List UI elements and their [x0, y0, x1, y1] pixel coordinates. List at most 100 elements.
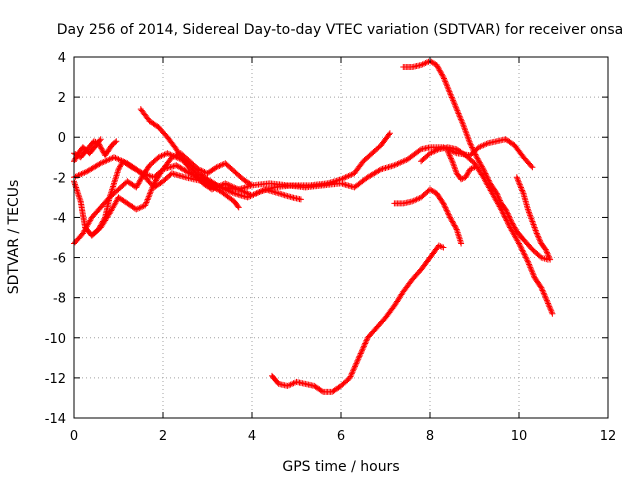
- data-point: [226, 182, 233, 189]
- data-point: [528, 163, 535, 170]
- y-tick-label: -8: [53, 292, 66, 307]
- data-point: [247, 181, 254, 188]
- y-tick-label: -14: [45, 412, 66, 427]
- data-point: [521, 251, 528, 258]
- data-point: [361, 341, 368, 348]
- data-point: [440, 200, 447, 207]
- data-point: [500, 212, 507, 218]
- series-track-11: [513, 174, 554, 263]
- data-point: [355, 354, 362, 361]
- data-point: [479, 165, 486, 171]
- data-point: [358, 349, 365, 356]
- data-point: [527, 265, 534, 272]
- data-points: [71, 58, 556, 395]
- data-point: [469, 144, 476, 151]
- data-point: [543, 248, 550, 254]
- data-point: [540, 290, 547, 297]
- data-point: [543, 297, 550, 304]
- data-point: [481, 167, 488, 174]
- data-point: [537, 237, 543, 244]
- data-point: [445, 210, 451, 217]
- data-point: [447, 91, 454, 98]
- data-point: [453, 104, 460, 111]
- data-point: [546, 304, 553, 311]
- data-point: [318, 388, 325, 395]
- data-point: [535, 233, 542, 240]
- data-point: [445, 87, 452, 94]
- data-point: [517, 243, 524, 250]
- data-point: [148, 186, 155, 193]
- data-point: [480, 166, 487, 173]
- data-point: [499, 209, 506, 216]
- data-point: [376, 167, 383, 174]
- data-point: [216, 183, 223, 189]
- data-point: [363, 337, 370, 344]
- data-point: [144, 196, 151, 203]
- y-tick-label: -4: [53, 211, 66, 226]
- data-point: [545, 302, 552, 308]
- data-point: [350, 366, 357, 373]
- data-point: [524, 258, 531, 265]
- data-point: [348, 372, 355, 378]
- x-tick-label: 8: [426, 429, 434, 444]
- data-point: [469, 145, 476, 152]
- data-point: [518, 246, 525, 253]
- ticks: 0 2 4 6 8 10 12 -14 -12 -10 -8 -6 -4 -2 0 2 4: [45, 51, 617, 444]
- data-point: [539, 287, 546, 294]
- x-tick-label: 6: [337, 429, 345, 444]
- data-point: [444, 208, 451, 215]
- data-point: [548, 309, 555, 316]
- data-point: [502, 214, 509, 221]
- data-point: [516, 180, 523, 187]
- data-point: [412, 197, 419, 204]
- data-point: [443, 207, 450, 214]
- data-point: [235, 204, 242, 211]
- y-axis-label: SDTVAR / TECUs: [6, 180, 22, 295]
- series-track-2: [71, 136, 104, 165]
- data-point: [362, 340, 369, 347]
- series-track-13: [444, 148, 478, 183]
- data-point: [442, 204, 449, 211]
- data-point: [113, 138, 120, 145]
- data-point: [516, 240, 522, 247]
- data-point: [446, 213, 453, 219]
- data-point: [137, 204, 144, 211]
- data-point: [102, 158, 109, 165]
- data-point: [441, 201, 447, 208]
- data-point: [458, 240, 465, 247]
- data-point: [473, 152, 480, 159]
- data-point: [430, 148, 436, 155]
- data-point: [445, 149, 452, 156]
- data-point: [471, 164, 478, 171]
- data-point: [467, 141, 474, 148]
- data-point: [445, 211, 452, 218]
- data-point: [447, 154, 454, 160]
- data-point: [516, 241, 523, 248]
- data-point: [249, 182, 255, 189]
- data-point: [471, 148, 478, 155]
- data-point: [533, 230, 540, 237]
- data-point: [146, 190, 153, 197]
- data-point: [522, 254, 529, 261]
- data-point: [235, 186, 242, 193]
- data-point: [155, 154, 162, 161]
- data-point: [501, 213, 508, 220]
- x-tick-label: 0: [70, 429, 78, 444]
- data-point: [505, 221, 512, 228]
- data-point: [289, 380, 296, 387]
- data-point: [439, 72, 446, 79]
- data-point: [453, 225, 459, 232]
- data-point: [519, 247, 526, 254]
- data-point: [520, 250, 527, 257]
- data-point: [544, 249, 550, 256]
- data-point: [173, 152, 180, 159]
- data-point: [441, 203, 448, 210]
- data-point: [422, 60, 429, 66]
- data-point: [448, 156, 455, 163]
- data-point: [450, 98, 457, 105]
- data-point: [216, 163, 223, 169]
- data-point: [542, 294, 549, 301]
- series-track-14: [269, 242, 447, 395]
- data-point: [142, 200, 149, 207]
- data-point: [252, 191, 258, 197]
